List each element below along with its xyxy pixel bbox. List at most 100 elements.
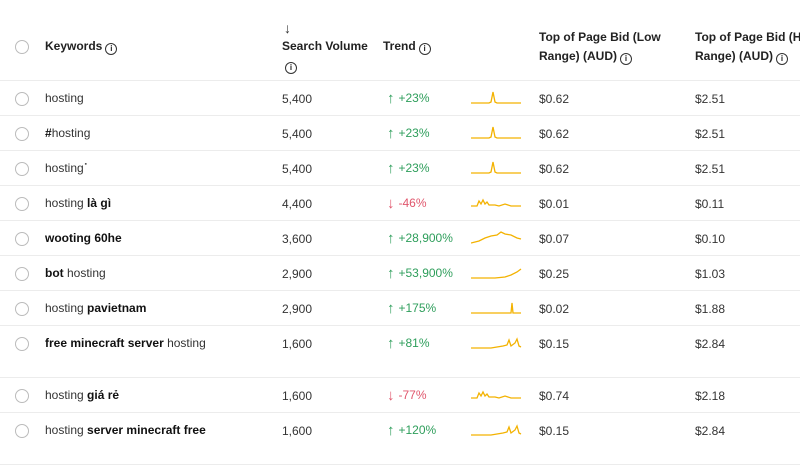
trend: ↓ -77% <box>387 387 427 404</box>
high-bid: $0.10 <box>695 232 726 246</box>
table-row[interactable]: #hosting 5,400 ↑ +23% $0.62 $2.51 <box>0 116 800 151</box>
sparkline-line <box>471 91 521 104</box>
row-checkbox[interactable] <box>15 302 29 316</box>
row-checkbox[interactable] <box>15 232 29 246</box>
high-bid: $1.88 <box>695 302 726 316</box>
row-checkbox[interactable] <box>15 92 29 106</box>
header-volume[interactable]: Search Volume i <box>282 37 368 75</box>
trend-arrow: ↓ <box>387 195 395 212</box>
row-checkbox[interactable] <box>15 389 29 403</box>
high-bid: $2.84 <box>695 337 726 351</box>
row-checkbox[interactable] <box>15 337 29 351</box>
table-row[interactable]: bot hosting 2,900 ↑ +53,900% $0.25 $1.03 <box>0 256 800 291</box>
trend-value: +175% <box>398 301 437 315</box>
keyword: hosting server minecraft free <box>45 421 235 439</box>
header-text: Top of Page Bid (Low Range) (AUD) <box>539 30 661 63</box>
search-volume: 4,400 <box>282 197 313 211</box>
high-bid: $2.51 <box>695 162 726 176</box>
info-icon[interactable]: i <box>776 53 788 65</box>
trend: ↑ +120% <box>387 422 436 439</box>
row-checkbox[interactable] <box>15 267 29 281</box>
trend-arrow: ↑ <box>387 90 395 107</box>
table-row[interactable]: wooting 60he 3,600 ↑ +28,900% $0.07 $0.10 <box>0 221 800 256</box>
sparkline-line <box>471 198 521 207</box>
select-all-checkbox[interactable] <box>15 40 29 54</box>
trend: ↑ +53,900% <box>387 265 453 282</box>
keyword: wooting 60he <box>45 229 235 247</box>
trend-arrow: ↑ <box>387 422 395 439</box>
trend-arrow: ↑ <box>387 335 395 352</box>
info-icon[interactable]: i <box>418 43 431 55</box>
table-row[interactable]: free minecraft server hosting 1,600 ↑ +81% $… <box>0 326 800 378</box>
sparkline-line <box>471 126 521 139</box>
keyword-part: free minecraft server <box>45 336 164 350</box>
keyword-part: hosting <box>45 161 84 175</box>
trend: ↑ +23% <box>387 90 430 107</box>
sparkline-line <box>471 302 521 314</box>
trend-value: -46% <box>398 196 427 210</box>
sparkline <box>471 390 521 399</box>
high-bid: $2.51 <box>695 127 726 141</box>
table-row[interactable]: hosting là gì 4,400 ↓ -46% $0.01 $0.11 <box>0 186 800 221</box>
sparkline-line <box>471 268 522 279</box>
keyword-part: hosting <box>45 423 88 437</box>
sparkline-line <box>471 161 521 174</box>
header-high-bid[interactable]: Top of Page Bid (High Range) (AUD)i <box>695 28 800 66</box>
keyword: hosting <box>45 89 235 107</box>
low-bid: $0.25 <box>539 267 570 281</box>
sparkline <box>471 161 521 174</box>
table-row[interactable]: hosting server minecraft free 1,600 ↑ +120%… <box>0 413 800 465</box>
trend-arrow: ↑ <box>387 265 395 282</box>
trend-value: +23% <box>398 91 430 105</box>
sparkline <box>471 268 522 279</box>
trend-arrow: ↑ <box>387 300 395 317</box>
row-checkbox[interactable] <box>15 197 29 211</box>
high-bid: $2.84 <box>695 424 726 438</box>
info-icon[interactable]: i <box>105 43 118 55</box>
low-bid: $0.15 <box>539 337 570 351</box>
row-checkbox[interactable] <box>15 162 29 176</box>
keyword-part: hosting <box>163 336 206 350</box>
high-bid: $0.11 <box>695 197 725 211</box>
row-checkbox[interactable] <box>15 127 29 141</box>
search-volume: 5,400 <box>282 127 313 141</box>
info-icon[interactable]: i <box>285 62 297 74</box>
low-bid: $0.02 <box>539 302 570 316</box>
low-bid: $0.62 <box>539 92 570 106</box>
info-icon[interactable]: i <box>620 53 632 65</box>
trend: ↑ +23% <box>387 160 430 177</box>
trend-value: +120% <box>398 423 437 437</box>
table-row[interactable]: hosting pavietnam 2,900 ↑ +175% $0.02 $1.88 <box>0 291 800 326</box>
keyword-part: server minecraft free <box>87 423 206 437</box>
search-volume: 5,400 <box>282 92 313 106</box>
trend-arrow: ↑ <box>387 125 395 142</box>
header-low-bid[interactable]: Top of Page Bid (Low Range) (AUD) i <box>539 28 674 66</box>
trend-value: +28,900% <box>398 231 453 245</box>
search-volume: 2,900 <box>282 267 313 281</box>
table-row[interactable]: hosting˙ 5,400 ↑ +23% $0.62 $2.51 <box>0 151 800 186</box>
header-trend[interactable]: Trend i <box>383 37 431 56</box>
trend-value: +23% <box>398 126 430 140</box>
keyword-part: hosting <box>45 388 88 402</box>
header-text: Trend <box>383 39 416 53</box>
trend-arrow: ↑ <box>387 230 395 247</box>
row-checkbox[interactable] <box>15 424 29 438</box>
trend-value: +81% <box>398 336 430 350</box>
sparkline <box>471 91 521 104</box>
keyword-part: là gì <box>87 196 112 210</box>
high-bid: $1.03 <box>695 267 726 281</box>
table-row[interactable]: hosting giá rẻ 1,600 ↓ -77% $0.74 $2.18 <box>0 378 800 413</box>
sparkline <box>471 302 521 314</box>
sparkline <box>471 198 521 207</box>
low-bid: $0.07 <box>539 232 570 246</box>
trend-arrow: ↑ <box>387 160 395 177</box>
keyword-part: hosting <box>45 301 88 315</box>
header-text: Search Volume <box>282 39 368 53</box>
sparkline <box>471 126 521 139</box>
keyword-part: # <box>45 126 52 140</box>
table-row[interactable]: hosting 5,400 ↑ +23% $0.62 $2.51 <box>0 81 800 116</box>
keyword: bot hosting <box>45 264 235 282</box>
sparkline-line <box>471 231 522 244</box>
header-keywords[interactable]: Keywords i <box>45 37 118 56</box>
search-volume: 1,600 <box>282 389 313 403</box>
